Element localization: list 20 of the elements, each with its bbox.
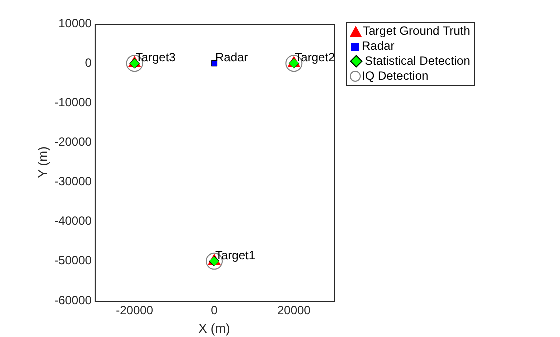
annotation: Target3 (136, 50, 176, 65)
annotation: Target1 (215, 248, 256, 262)
legend-label: Radar (362, 39, 395, 54)
legend-label: Statistical Detection (365, 54, 470, 69)
y-tick-label: -30000 (54, 174, 92, 189)
x-axis-title: X (m) (198, 320, 230, 336)
x-tick-label: 0 (211, 304, 218, 318)
y-tick-label: -10000 (54, 95, 92, 110)
y-tick-label: -40000 (54, 214, 92, 228)
y-tick-label: -50000 (54, 254, 92, 268)
annotation: Radar (215, 50, 248, 65)
y-tick-label: -60000 (54, 293, 92, 308)
x-tick-label: 20000 (277, 304, 312, 318)
y-tick-label: 10000 (58, 16, 92, 30)
y-tick-label: -20000 (54, 135, 92, 150)
legend-label: Target Ground Truth (363, 24, 470, 39)
y-axis-title: Y (m) (35, 146, 50, 178)
y-tick-label: 0 (85, 56, 92, 70)
legend-label: IQ Detection (362, 69, 429, 84)
x-tick-label: -20000 (116, 304, 154, 318)
